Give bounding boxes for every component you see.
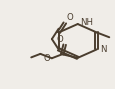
Text: O: O <box>43 54 50 63</box>
Text: NH: NH <box>80 18 93 27</box>
Text: N: N <box>99 45 105 54</box>
Text: O: O <box>56 35 63 44</box>
Text: O: O <box>65 13 72 22</box>
